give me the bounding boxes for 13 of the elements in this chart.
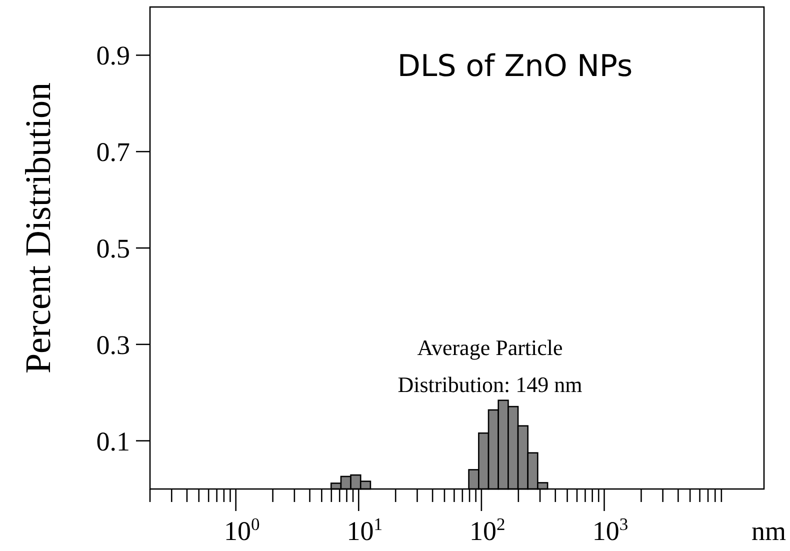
y-tick-label: 0.9 xyxy=(96,40,130,71)
y-axis-title: Percent Distribution xyxy=(18,82,58,374)
x-tick-label: 10$^{2}$ xyxy=(470,514,506,546)
y-tick-label: 0.5 xyxy=(96,233,130,264)
y-tick-label: 0.7 xyxy=(96,137,130,168)
annotation: Average Particle Distribution: 149 nm xyxy=(398,335,582,397)
x-axis-title: nm xyxy=(751,516,786,546)
y-tick-label: 0.3 xyxy=(96,330,130,360)
text: DLS of ZnO NPs xyxy=(397,49,633,84)
x-tick-label: 10$^{3}$ xyxy=(592,514,628,546)
x-tick-label: 10$^{1}$ xyxy=(346,514,383,546)
y-tick-label: 0.1 xyxy=(96,426,130,456)
x-tick-label: 10$^{0}$ xyxy=(224,514,260,546)
